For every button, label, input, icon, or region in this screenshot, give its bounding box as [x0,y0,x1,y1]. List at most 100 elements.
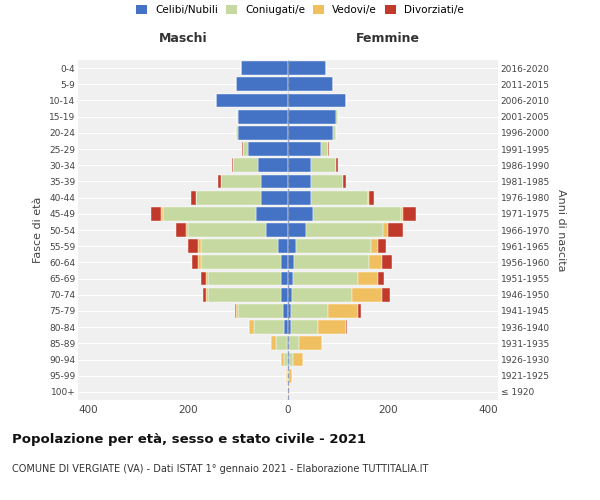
Bar [249,320,254,334]
Bar [284,320,288,334]
Bar [218,174,221,188]
Bar [299,336,322,350]
Text: Popolazione per età, sesso e stato civile - 2021: Popolazione per età, sesso e stato civil… [12,432,366,446]
Bar [163,207,256,220]
Bar [286,369,287,382]
Bar [388,223,403,237]
Bar [208,288,281,302]
Bar [289,369,292,382]
Bar [288,126,333,140]
Bar [232,158,233,172]
Bar [237,110,238,124]
Bar [378,240,386,253]
Bar [185,223,188,237]
Bar [281,288,288,302]
Bar [276,336,287,350]
Bar [311,158,335,172]
Bar [382,288,389,302]
Bar [205,288,208,302]
Text: COMUNE DI VERGIATE (VA) - Dati ISTAT 1° gennaio 2021 - Elaborazione TUTTITALIA.I: COMUNE DI VERGIATE (VA) - Dati ISTAT 1° … [12,464,428,474]
Bar [175,223,185,237]
Bar [335,110,338,124]
Bar [288,256,294,270]
Bar [284,352,287,366]
Bar [294,256,369,270]
Bar [328,304,358,318]
Bar [200,256,281,270]
Y-axis label: Fasce di età: Fasce di età [34,197,43,263]
Bar [198,240,200,253]
Bar [191,190,196,204]
Bar [293,272,358,285]
Bar [288,190,311,204]
Bar [215,94,288,108]
Bar [235,304,238,318]
Bar [293,352,302,366]
Bar [238,110,288,124]
Bar [288,320,290,334]
Y-axis label: Anni di nascita: Anni di nascita [556,188,566,271]
Bar [313,207,401,220]
Bar [192,256,198,270]
Bar [311,174,343,188]
Bar [287,369,288,382]
Bar [290,320,318,334]
Bar [288,110,335,124]
Bar [278,240,288,253]
Bar [371,240,378,253]
Bar [288,272,293,285]
Bar [369,256,382,270]
Bar [403,207,415,220]
Bar [358,304,361,318]
Bar [311,190,368,204]
Bar [281,256,288,270]
Bar [288,142,320,156]
Bar [383,223,388,237]
Bar [200,272,205,285]
Bar [368,190,369,204]
Bar [196,190,260,204]
Bar [283,304,288,318]
Bar [188,223,265,237]
Bar [382,256,392,270]
Bar [151,207,160,220]
Bar [369,190,374,204]
Bar [288,61,325,75]
Bar [243,142,248,156]
Bar [200,240,278,253]
Bar [160,207,163,220]
Bar [352,288,382,302]
Bar [289,336,299,350]
Bar [260,190,288,204]
Bar [256,207,288,220]
Bar [288,207,313,220]
Bar [238,126,288,140]
Bar [288,369,289,382]
Bar [248,142,288,156]
Bar [221,174,260,188]
Bar [401,207,403,220]
Bar [318,320,346,334]
Bar [346,320,347,334]
Text: Femmine: Femmine [356,32,420,45]
Bar [289,352,293,366]
Bar [288,385,289,399]
Bar [241,61,288,75]
Bar [235,126,238,140]
Bar [203,288,205,302]
Bar [205,272,208,285]
Bar [343,174,346,188]
Bar [358,272,378,285]
Text: Maschi: Maschi [158,32,208,45]
Bar [288,223,305,237]
Bar [288,94,346,108]
Bar [271,336,276,350]
Bar [235,78,288,91]
Bar [292,288,352,302]
Bar [281,352,284,366]
Bar [288,336,289,350]
Bar [208,272,281,285]
Bar [188,240,198,253]
Bar [198,256,200,270]
Bar [260,174,288,188]
